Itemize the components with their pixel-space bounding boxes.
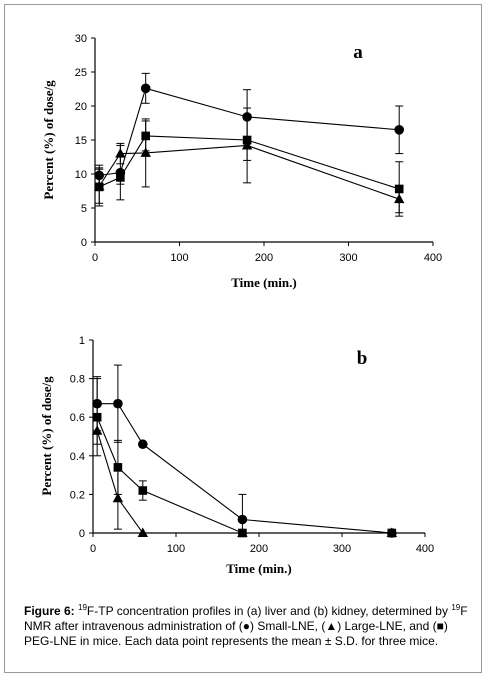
y-axis-label: Percent (%) of dose/g xyxy=(39,376,54,496)
y-tick-label: 0.2 xyxy=(70,489,85,501)
x-tick-label: 400 xyxy=(424,252,442,264)
data-point-triangle xyxy=(115,148,126,158)
series-line xyxy=(97,403,392,534)
x-tick-label: 100 xyxy=(167,543,185,555)
series-square xyxy=(92,378,397,538)
series-circle xyxy=(92,364,397,538)
caption-text-1: F-TP concentration profiles in (a) liver… xyxy=(86,604,452,618)
series-square xyxy=(94,119,404,217)
y-tick-label: 10 xyxy=(75,169,87,181)
data-point-square xyxy=(242,135,252,145)
panel-label: a xyxy=(353,42,363,63)
x-tick-label: 200 xyxy=(250,543,268,555)
chart-panel-b: 0 0.2 0.4 0.6 0.8 1 0 100 200 300 400 Time (min.) Pe… xyxy=(39,335,434,576)
data-point-circle xyxy=(237,514,248,525)
y-tick-label: 0 xyxy=(79,528,85,540)
data-point-square xyxy=(94,182,104,192)
figure-label: Figure 6: xyxy=(24,604,75,618)
data-point-square xyxy=(394,184,404,194)
caption-text-2: F NMR after intravenous administration o… xyxy=(24,604,468,648)
x-tick-label: 300 xyxy=(333,543,351,555)
series-triangle xyxy=(94,107,405,214)
x-tick-label: 100 xyxy=(170,252,188,264)
x-tick-label: 200 xyxy=(255,252,273,264)
data-point-triangle xyxy=(112,492,124,503)
data-point-square xyxy=(113,463,123,472)
x-tick-label: 300 xyxy=(339,252,357,264)
data-point-triangle xyxy=(137,527,148,537)
data-point-circle xyxy=(140,83,151,94)
figure-caption: Figure 6: 19F-TP concentration profiles … xyxy=(24,604,470,649)
y-tick-label: 0.4 xyxy=(70,451,85,463)
y-tick-label: 30 xyxy=(75,33,87,45)
y-tick-label: 15 xyxy=(75,135,87,147)
panel-label: b xyxy=(357,348,368,369)
y-axis-label: Percent (%) of dose/g xyxy=(41,80,56,200)
data-point-circle xyxy=(113,398,123,409)
y-tick-label: 0 xyxy=(81,237,87,249)
data-point-square xyxy=(141,131,150,141)
data-point-square xyxy=(92,412,102,422)
data-point-square xyxy=(238,528,247,538)
data-point-square xyxy=(138,486,148,495)
y-tick-label: 0.6 xyxy=(70,412,85,424)
x-axis-label: Time (min.) xyxy=(231,275,296,290)
data-point-circle xyxy=(394,125,405,135)
data-point-triangle xyxy=(140,147,151,157)
superscript-19: 19 xyxy=(78,603,87,612)
x-tick-label: 0 xyxy=(90,543,96,555)
data-point-square xyxy=(116,173,125,182)
y-tick-label: 0.8 xyxy=(70,374,85,386)
y-tick-label: 1 xyxy=(79,335,85,347)
superscript-19: 19 xyxy=(451,603,461,612)
x-tick-label: 0 xyxy=(92,252,98,264)
y-tick-label: 5 xyxy=(81,203,87,215)
x-axis-label: Time (min.) xyxy=(226,561,291,576)
data-point-square xyxy=(387,528,397,538)
x-tick-label: 400 xyxy=(416,543,434,555)
data-point-circle xyxy=(138,439,148,450)
y-tick-label: 20 xyxy=(75,101,87,113)
y-tick-label: 25 xyxy=(75,67,87,79)
